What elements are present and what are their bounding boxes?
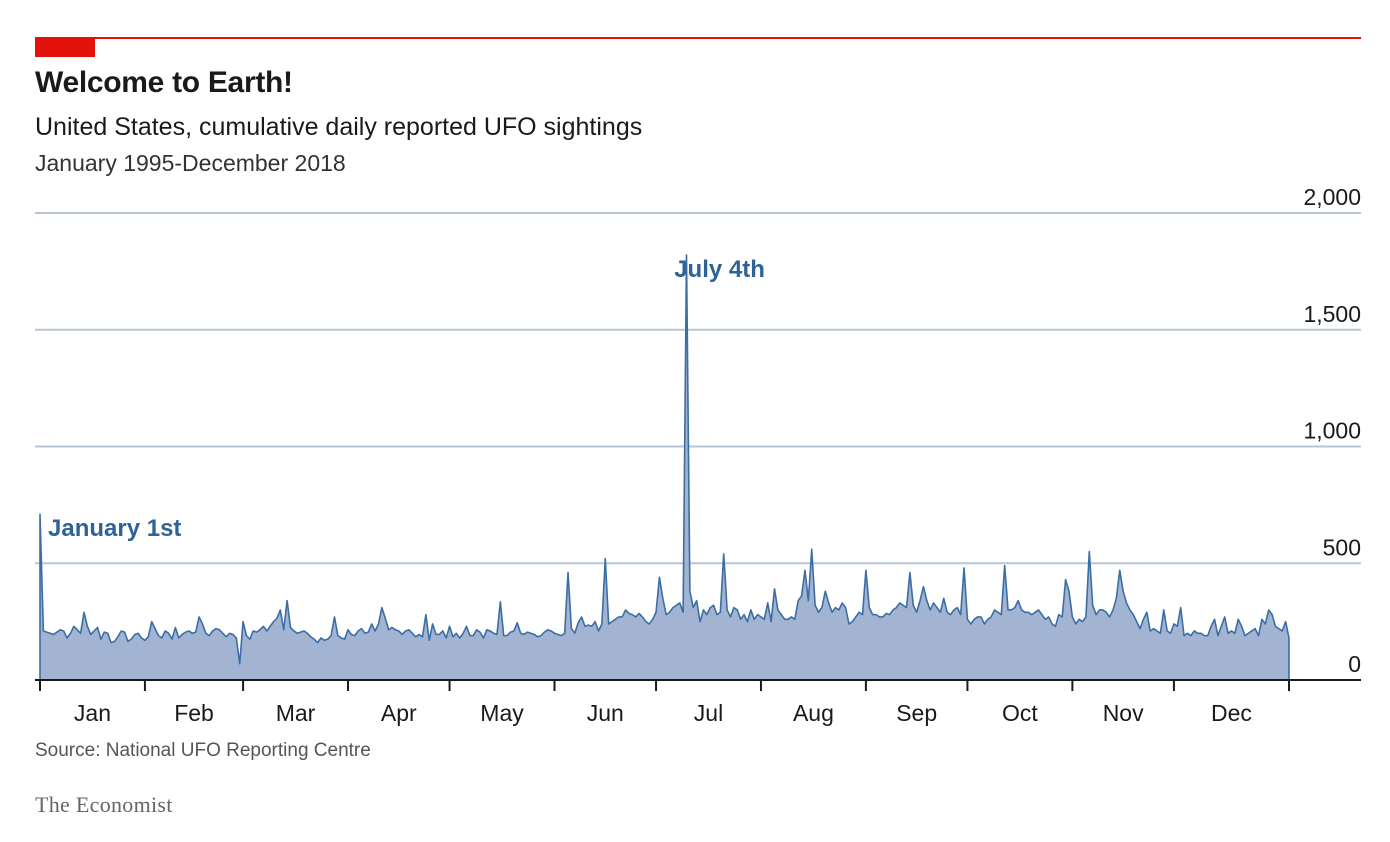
x-tick-label: Feb <box>174 700 214 726</box>
x-axis: Jan Feb Mar Apr May Jun Jul Aug Sep Oct Nov Dec <box>35 679 1361 726</box>
y-tick-label: 1,500 <box>1303 301 1361 327</box>
x-tick-label: Nov <box>1103 700 1144 726</box>
annotations: January 1st July 4th <box>48 256 765 542</box>
x-tick-label: Jun <box>587 700 624 726</box>
x-tick-label: May <box>480 700 524 726</box>
x-tick-label: Sep <box>896 700 937 726</box>
grid-lines <box>35 212 1361 565</box>
chart-date-range: January 1995-December 2018 <box>35 150 346 176</box>
y-tick-label: 2,000 <box>1303 184 1361 210</box>
area-chart: Jan Feb Mar Apr May Jun Jul Aug Sep Oct Nov Dec 0 50… <box>35 184 1361 726</box>
annotation-label: July 4th <box>674 256 765 283</box>
annotation-label: January 1st <box>48 515 181 542</box>
y-tick-label: 0 <box>1348 651 1361 677</box>
source-note: Source: National UFO Reporting Centre <box>35 740 371 761</box>
area-series <box>39 254 1290 680</box>
x-tick-label: Jul <box>694 700 723 726</box>
x-tick-label: Jan <box>74 700 111 726</box>
y-axis-labels: 0 500 1,000 1,500 2,000 <box>1303 184 1361 677</box>
chart-subtitle: United States, cumulative daily reported… <box>35 113 643 141</box>
top-rule <box>35 37 1361 39</box>
red-tag <box>35 37 95 57</box>
area-fill <box>40 255 1289 680</box>
y-tick-label: 500 <box>1323 534 1361 560</box>
x-tick-label: Apr <box>381 700 417 726</box>
area-line <box>39 254 1290 680</box>
chart-title: Welcome to Earth! <box>35 66 293 99</box>
x-tick-label: Mar <box>276 700 316 726</box>
y-tick-label: 1,000 <box>1303 418 1361 444</box>
x-tick-label: Oct <box>1002 700 1038 726</box>
brand-logo: The Economist <box>35 792 173 817</box>
x-tick-label: Aug <box>793 700 834 726</box>
x-tick-label: Dec <box>1211 700 1252 726</box>
